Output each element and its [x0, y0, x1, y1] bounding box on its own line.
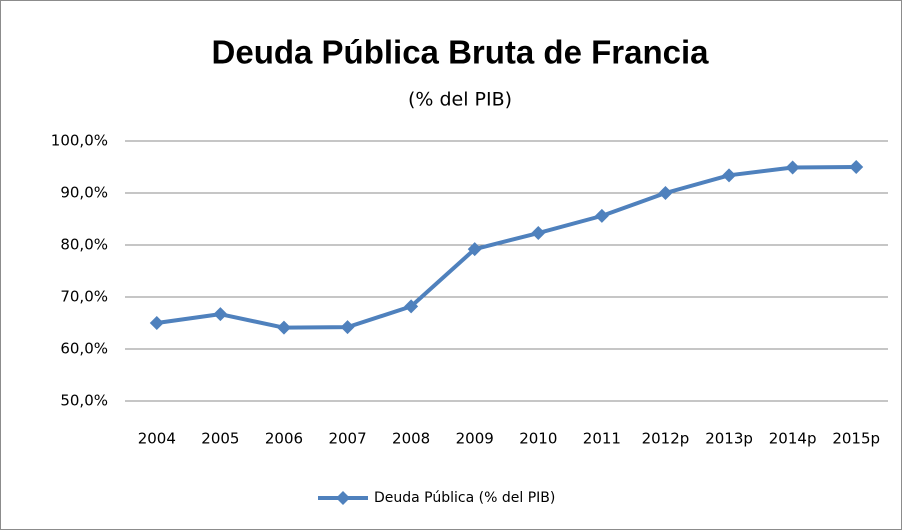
- y-tick-label: 100,0%: [51, 132, 108, 150]
- x-tick-label: 2012p: [642, 430, 690, 448]
- y-tick-label: 80,0%: [60, 236, 108, 254]
- x-tick-label: 2010: [519, 430, 557, 448]
- data-point: [213, 307, 228, 322]
- x-tick-label: 2009: [456, 430, 494, 448]
- y-tick-label: 60,0%: [60, 340, 108, 358]
- y-tick-label: 90,0%: [60, 184, 108, 202]
- x-tick-label: 2006: [265, 430, 303, 448]
- y-tick-label: 50,0%: [60, 392, 108, 410]
- data-point: [404, 299, 419, 314]
- x-tick-label: 2011: [583, 430, 621, 448]
- x-tick-label: 2013p: [705, 430, 753, 448]
- x-tick-label: 2005: [201, 430, 239, 448]
- data-point: [276, 320, 291, 335]
- data-point: [340, 320, 355, 335]
- legend-label: Deuda Pública (% del PIB): [374, 490, 555, 506]
- chart-title: Deuda Pública Bruta de Francia: [212, 34, 710, 71]
- data-point: [531, 226, 546, 241]
- data-point: [722, 168, 737, 183]
- data-point: [658, 186, 673, 200]
- data-point: [467, 242, 482, 257]
- x-tick-label: 2004: [138, 430, 176, 448]
- data-point: [849, 160, 864, 174]
- data-point: [785, 160, 800, 175]
- data-point: [594, 208, 609, 223]
- x-tick-label: 2014p: [769, 430, 817, 448]
- series-line: [156, 165, 857, 330]
- chart-subtitle: (% del PIB): [408, 89, 512, 111]
- legend-marker: [336, 491, 350, 505]
- x-tick-label: 2007: [328, 430, 366, 448]
- data-point: [149, 316, 164, 330]
- x-tick-label: 2015p: [832, 430, 880, 448]
- x-tick-label: 2008: [392, 430, 430, 448]
- y-tick-label: 70,0%: [60, 288, 108, 306]
